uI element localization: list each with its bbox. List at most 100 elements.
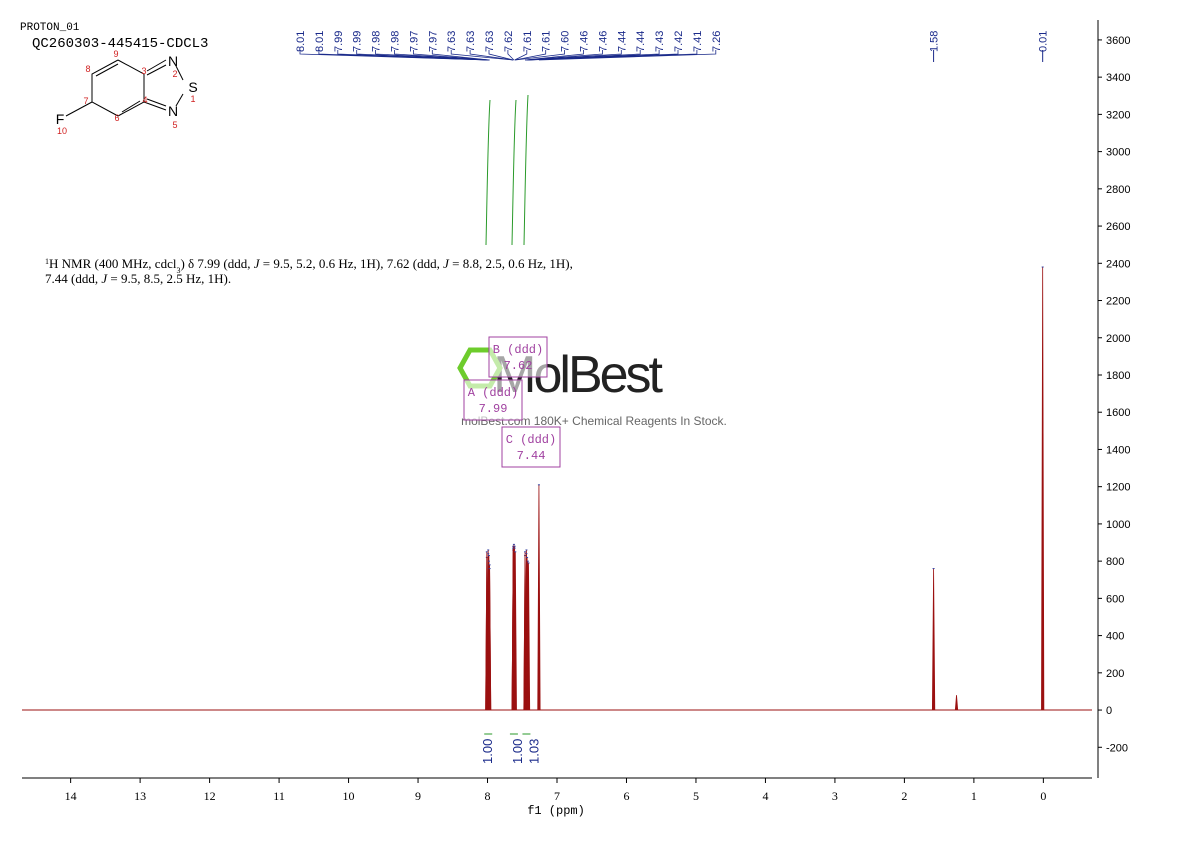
multiplet-box [488, 336, 548, 378]
peak-label: 7.42 [673, 31, 685, 52]
description-line: 1H NMR (400 MHz, cdcl3) δ 7.99 (ddd, J =… [45, 256, 573, 275]
peak-label: 7.97 [408, 31, 420, 52]
description-part: = 9.5, 5.2, 0.6 Hz, 1H), 7.62 (ddd, [260, 256, 444, 271]
peak-label: 7.43 [654, 31, 666, 52]
peak-label: 7.99 [333, 31, 345, 52]
peak-label: 7.44 [616, 31, 628, 52]
peak [526, 562, 531, 711]
peak-label: 7.60 [560, 31, 572, 52]
y-tick-label: 3600 [1106, 35, 1130, 47]
atom-number: 9 [113, 49, 118, 59]
x-tick-label: 11 [273, 789, 285, 803]
peak [931, 568, 936, 711]
peak-label: 7.41 [692, 31, 704, 52]
description: 1H NMR (400 MHz, cdcl3) δ 7.99 (ddd, J =… [45, 256, 573, 286]
molecule: NSN F 1 2 3 4 5 6 7 8 9 10 [56, 49, 198, 136]
x-tick-label: 12 [204, 789, 216, 803]
multiplet-shift: 7.99 [479, 402, 508, 416]
multiplet-shift: 7.44 [517, 449, 546, 463]
peak-label: 7.63 [465, 31, 477, 52]
atom-number: 3 [141, 66, 146, 76]
description-part: 1 [45, 257, 49, 266]
peak-label: 7.98 [390, 31, 402, 52]
y-tick-label: 2000 [1106, 333, 1130, 345]
y-tick-label: 3400 [1106, 72, 1130, 84]
x-tick-label: 9 [415, 789, 421, 803]
x-axis-label: f1 (ppm) [527, 804, 585, 818]
integral-curves [485, 94, 529, 246]
x-tick-label: 7 [554, 789, 560, 803]
x-tick-label: 2 [901, 789, 907, 803]
peak-label: 1.58 [929, 31, 941, 52]
peak-label: 7.63 [446, 31, 458, 52]
peak-label: 7.62 [503, 31, 515, 52]
multiplet-box [501, 426, 561, 468]
chart-title: PROTON_01 [20, 22, 80, 34]
peak-label-leader [525, 50, 603, 61]
y-tick-label: 200 [1106, 668, 1124, 680]
x-tick-label: 10 [343, 789, 355, 803]
peak-label: 7.97 [427, 31, 439, 52]
description-part: 7.44 (ddd, [45, 271, 101, 286]
peak [537, 484, 541, 711]
atom-number: 5 [172, 120, 177, 130]
x-tick-label: 8 [485, 789, 491, 803]
atom-number: 4 [142, 95, 147, 105]
peak-label-leader [538, 50, 717, 61]
atom-number: 10 [57, 126, 67, 136]
peak-label: 7.46 [579, 31, 591, 52]
y-tick-label: 0 [1106, 705, 1112, 717]
description-line: 7.44 (ddd, J = 9.5, 8.5, 2.5 Hz, 1H). [45, 271, 231, 286]
peak-label: 7.46 [597, 31, 609, 52]
y-tick-label: 2800 [1106, 184, 1130, 196]
x-tick-label: 6 [623, 789, 629, 803]
peak-label-leader [431, 50, 490, 61]
y-tick-label: 1200 [1106, 482, 1130, 494]
peak [488, 568, 492, 711]
y-tick-label: 1800 [1106, 370, 1130, 382]
peak-label: 7.99 [352, 31, 364, 52]
description-part: J [443, 256, 450, 271]
multiplet-shift: 7.62 [504, 359, 533, 373]
y-tick-label: 2200 [1106, 296, 1130, 308]
peak-label: 8.01 [295, 31, 307, 52]
peak-label-leader [514, 50, 528, 61]
peak-label: 7.63 [484, 31, 496, 52]
peak-label-leader [528, 50, 698, 61]
x-tick-label: 14 [65, 789, 77, 803]
description-part: J [254, 256, 261, 271]
y-tick-label: 600 [1106, 593, 1124, 605]
peak-label: 7.61 [522, 31, 534, 52]
peak-label: 7.26 [711, 31, 723, 52]
description-part: H NMR (400 MHz, cdcl [49, 256, 177, 271]
peak-label-leader [488, 50, 514, 61]
multiplet-box [463, 379, 523, 421]
y-tick-label: 3200 [1106, 109, 1130, 121]
peak-label: 7.44 [635, 31, 647, 52]
integral-label: 1.00 [480, 739, 495, 764]
atom-number: 6 [114, 113, 119, 123]
y-tick-label: 1400 [1106, 444, 1130, 456]
description-part: 3 [176, 266, 180, 275]
integral-label: 1.00 [510, 739, 525, 764]
x-tick-label: 4 [762, 789, 768, 803]
peak-label: 0.01 [1038, 31, 1050, 52]
molecule-bonds [65, 59, 184, 117]
peak-label-leader [450, 50, 514, 61]
multiplet-name: C (ddd) [506, 433, 556, 447]
peak-label: 7.61 [541, 31, 553, 52]
peak-label-leader [524, 50, 584, 61]
atom-label: F [56, 111, 65, 127]
y-tick-label: -200 [1106, 742, 1128, 754]
description-part: J [101, 271, 108, 286]
description-part: = 9.5, 8.5, 2.5 Hz, 1H). [107, 271, 231, 286]
chart-subtitle: QC260303-445415-CDCL3 [32, 36, 208, 52]
y-tick-label: 1600 [1106, 407, 1130, 419]
description-part: ) δ 7.99 (ddd, [180, 256, 253, 271]
peak-label-leader [469, 50, 514, 61]
y-tick-label: 2400 [1106, 258, 1130, 270]
atom-number: 7 [83, 96, 88, 106]
peak-label: 8.01 [314, 31, 326, 52]
atom-number: 1 [190, 94, 195, 104]
